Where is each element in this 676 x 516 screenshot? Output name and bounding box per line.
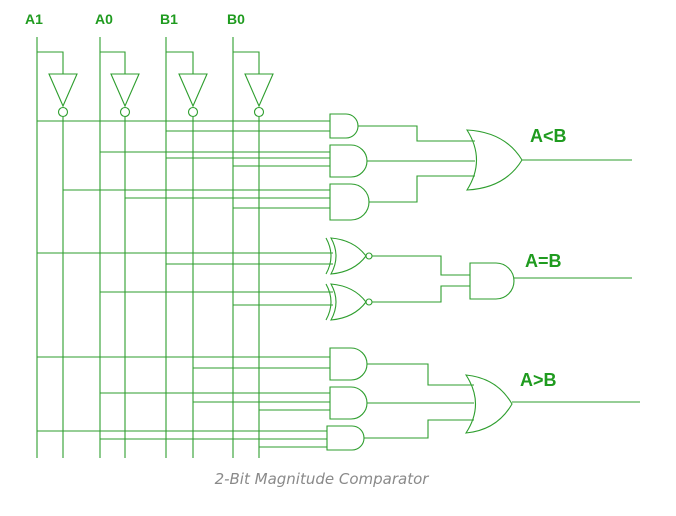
not-gate-b1 [166,51,208,458]
or-gate-gt [364,363,640,439]
output-label-a-equal-b: A=B [525,251,562,271]
and-gate-lt-3 [63,183,370,221]
and-gate-gt-2 [100,386,368,420]
not-gate-b0 [233,51,274,458]
and-gate-lt-1 [37,113,359,139]
input-bus-lines [36,37,234,458]
not-gate-a0 [100,51,140,458]
input-label-b0: B0 [227,11,245,27]
figure-caption: 2-Bit Magnitude Comparator [214,470,429,488]
input-label-a1: A1 [25,11,43,27]
and-gate-lt-2 [100,144,368,178]
and-gate-gt-3 [37,425,365,451]
and-gate-eq [469,262,632,300]
or-gate-lt [358,125,632,203]
output-label-a-greater-b: A>B [520,370,557,390]
xnor-gate-2 [100,283,470,321]
input-label-a0: A0 [95,11,113,27]
input-label-b1: B1 [160,11,178,27]
and-gate-gt-1 [37,347,368,381]
xnor-gate-1 [37,237,470,276]
not-gate-a1 [37,51,78,458]
output-label-a-less-b: A<B [530,126,567,146]
